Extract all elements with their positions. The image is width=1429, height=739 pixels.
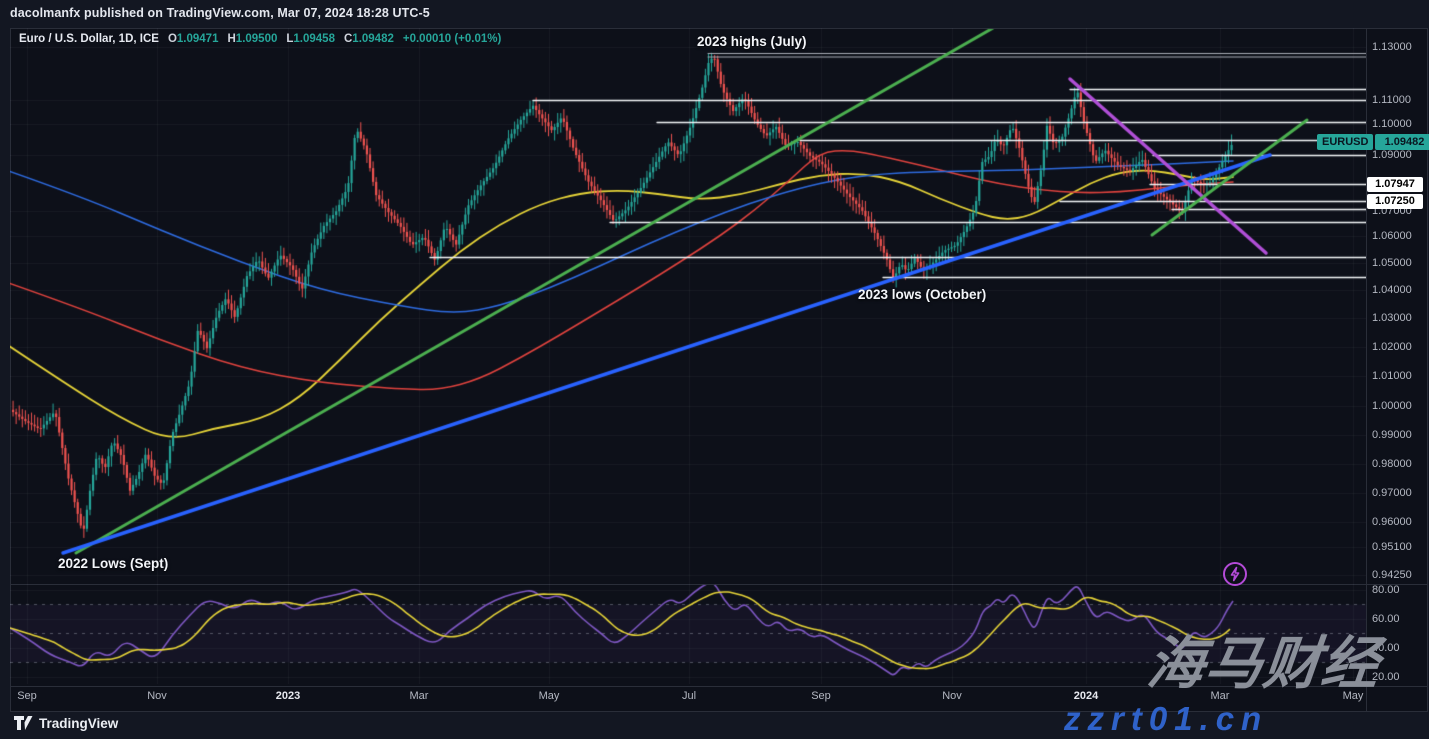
time-axis-label: Sep xyxy=(811,690,831,702)
price-axis-label: 1.02000 xyxy=(1372,341,1412,353)
price-axis-label: 1.03000 xyxy=(1372,312,1412,324)
publish-attribution: dacolmanfx published on TradingView.com,… xyxy=(10,6,430,20)
price-axis-label: 1.00000 xyxy=(1372,400,1412,412)
time-axis-label: Mar xyxy=(409,690,429,702)
frame-right xyxy=(1427,28,1428,712)
chart-canvas[interactable] xyxy=(10,28,1366,684)
price-axis-label: 1.01000 xyxy=(1372,370,1412,382)
symbol-title: Euro / U.S. Dollar, 1D, ICE xyxy=(19,33,159,45)
time-axis-label: Sep xyxy=(17,690,37,702)
price-axis-label: 0.98000 xyxy=(1372,458,1412,470)
annotation-label[interactable]: 2023 lows (October) xyxy=(858,287,987,302)
time-axis-label: Nov xyxy=(147,690,167,702)
price-axis-label: 1.06000 xyxy=(1372,230,1412,242)
badge-price: 1.09482 xyxy=(1375,134,1429,150)
price-axis-label: 1.10000 xyxy=(1372,118,1412,130)
tradingview-logo-text: TradingView xyxy=(39,716,119,731)
tradingview-logo-icon xyxy=(14,716,33,730)
price-axis-label: 1.13000 xyxy=(1372,41,1412,53)
lightning-icon xyxy=(1223,562,1247,586)
price-axis-label: 0.97000 xyxy=(1372,487,1412,499)
site-watermark-url: zzrt01.cn xyxy=(1064,700,1269,737)
price-axis-label: 0.96000 xyxy=(1372,516,1412,528)
time-axis-label: May xyxy=(1342,690,1364,702)
price-axis-separator xyxy=(1366,28,1367,712)
price-axis-label: 0.94250 xyxy=(1372,569,1412,581)
price-axis-label: 1.04000 xyxy=(1372,284,1412,296)
site-watermark-cjk: 海马财经 xyxy=(1144,632,1383,696)
time-axis-label: Jul xyxy=(681,690,697,702)
price-axis-label: 0.95100 xyxy=(1372,541,1412,553)
level-price-badge: 1.07947 xyxy=(1367,177,1423,192)
price-axis-label: 1.09000 xyxy=(1372,149,1412,161)
price-axis-label: 1.05000 xyxy=(1372,257,1412,269)
annotation-label[interactable]: 2023 highs (July) xyxy=(697,34,807,49)
price-change: +0.00010 (+0.01%) xyxy=(402,33,502,45)
annotation-label[interactable]: 2022 Lows (Sept) xyxy=(58,556,169,571)
price-axis-label: 1.11000 xyxy=(1372,94,1411,106)
time-axis-label: May xyxy=(538,690,560,702)
tradingview-logo[interactable]: TradingView xyxy=(14,716,118,731)
rsi-axis-label: 40.00 xyxy=(1372,642,1400,654)
time-axis-label: 2024 xyxy=(1073,690,1099,702)
time-axis-label: Mar xyxy=(1210,690,1230,702)
rsi-axis-label: 80.00 xyxy=(1372,584,1400,596)
symbol-info-line[interactable]: Euro / U.S. Dollar, 1D, ICE O1.09471 H1.09… xyxy=(19,33,501,45)
frame-bottom xyxy=(10,711,1428,712)
time-axis-separator xyxy=(10,686,1428,687)
rsi-axis-label: 20.00 xyxy=(1372,671,1400,683)
rsi-axis-label: 60.00 xyxy=(1372,613,1400,625)
time-axis-label: 2023 xyxy=(275,690,301,702)
ohlc-values: O1.09471 H1.09500 L1.09458 C1.09482 xyxy=(167,33,394,45)
badge-symbol: EURUSD xyxy=(1317,134,1374,150)
level-price-badge: 1.07250 xyxy=(1367,194,1423,209)
time-axis-label: Nov xyxy=(942,690,962,702)
price-axis-label: 0.99000 xyxy=(1372,429,1412,441)
boost-button[interactable] xyxy=(1221,560,1249,588)
last-price-badge: EURUSD 1.09482 xyxy=(1317,134,1429,150)
